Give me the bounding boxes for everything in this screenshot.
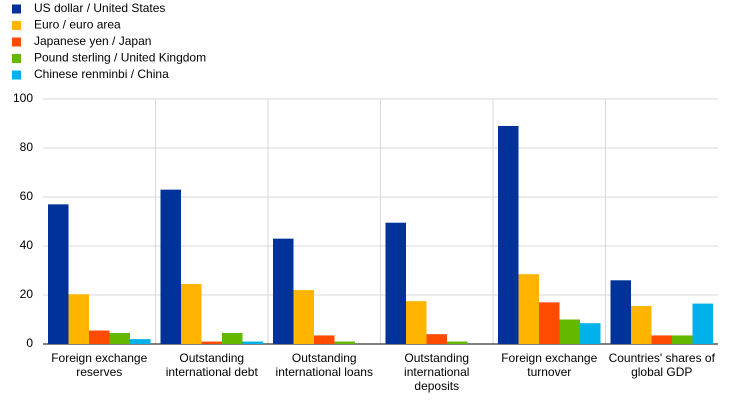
legend-label: Euro / euro area bbox=[34, 18, 121, 32]
bar bbox=[426, 334, 447, 344]
bar bbox=[672, 335, 693, 344]
bar bbox=[406, 301, 427, 344]
x-tick-label: Foreign exchange reserves bbox=[51, 351, 148, 379]
bar bbox=[314, 335, 335, 344]
bar bbox=[447, 341, 468, 344]
y-tick-label: 100 bbox=[13, 91, 33, 105]
bar bbox=[334, 341, 355, 344]
bar bbox=[273, 238, 294, 344]
x-tick-label: Foreign exchange turnover bbox=[501, 351, 598, 379]
legend-swatch bbox=[12, 4, 21, 14]
y-tick-label: 80 bbox=[20, 140, 34, 154]
bar bbox=[631, 306, 652, 344]
bar bbox=[130, 339, 151, 344]
bar bbox=[518, 274, 539, 344]
bar bbox=[242, 341, 263, 344]
legend-label: US dollar / United States bbox=[34, 1, 165, 15]
y-tick-label: 0 bbox=[26, 336, 33, 350]
bar bbox=[559, 319, 580, 344]
bar bbox=[651, 335, 672, 344]
bar bbox=[385, 222, 406, 344]
bar bbox=[160, 189, 181, 344]
y-tick-label: 20 bbox=[20, 287, 34, 301]
bar bbox=[201, 341, 222, 344]
bar bbox=[181, 283, 202, 344]
x-tick-label: Outstanding international loans bbox=[275, 351, 373, 379]
y-tick-label: 40 bbox=[20, 238, 34, 252]
legend-swatch bbox=[12, 54, 21, 63]
bar bbox=[539, 302, 560, 344]
bar bbox=[580, 323, 601, 344]
legend-label: Pound sterling / United Kingdom bbox=[34, 51, 206, 65]
y-tick-label: 60 bbox=[20, 189, 34, 203]
bar bbox=[89, 330, 110, 344]
x-tick-label: Outstanding international deposits bbox=[404, 351, 470, 393]
bar bbox=[692, 303, 713, 344]
bar bbox=[48, 204, 69, 344]
bar bbox=[293, 290, 314, 344]
bar bbox=[610, 280, 631, 344]
legend-label: Japanese yen / Japan bbox=[34, 34, 151, 48]
legend-swatch bbox=[12, 37, 21, 47]
bar bbox=[222, 332, 243, 344]
legend-label: Chinese renminbi / China bbox=[34, 67, 169, 81]
bar bbox=[68, 294, 89, 344]
legend-swatch bbox=[12, 70, 21, 80]
bar bbox=[109, 332, 130, 344]
x-tick-label: Countries' shares of global GDP bbox=[608, 351, 715, 379]
bar bbox=[498, 125, 519, 344]
x-tick-label: Outstanding international debt bbox=[165, 351, 258, 379]
legend-swatch bbox=[12, 21, 21, 30]
